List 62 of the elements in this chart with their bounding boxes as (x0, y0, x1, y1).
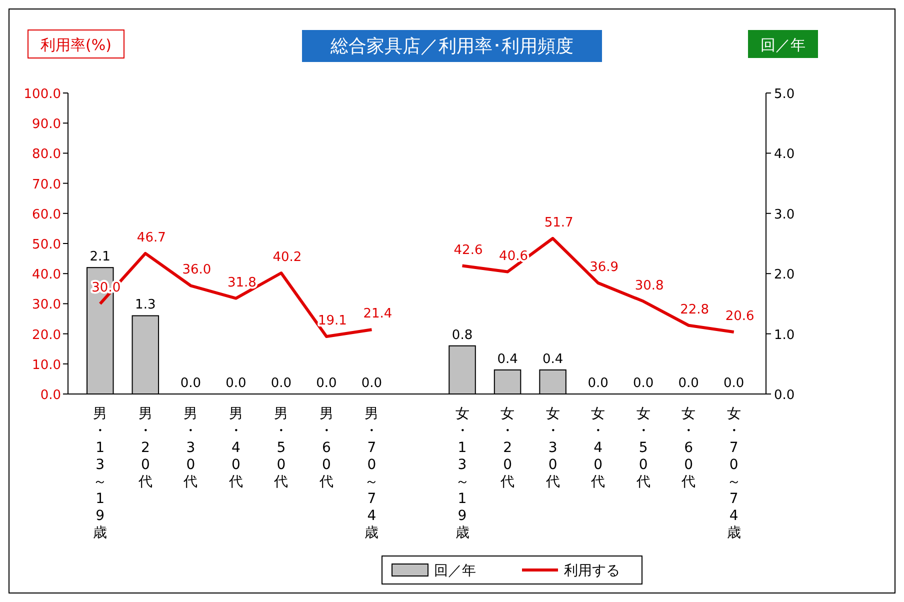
data-label: 0.0 (678, 376, 699, 391)
x-tick-label: 男・60代 (318, 406, 334, 490)
x-tick-label: 女・13～19歳 (455, 406, 470, 541)
data-label: 31.8 (227, 275, 256, 290)
data-label: 0.0 (724, 376, 744, 391)
legend-label: 回／年 (434, 563, 476, 579)
data-label: 19.1 (318, 314, 347, 329)
y-tick-label: 80.0 (32, 147, 61, 162)
y-tick-label: 50.0 (32, 238, 61, 252)
x-tick-label: 男・50代 (273, 406, 288, 490)
data-label: 0.0 (316, 376, 337, 391)
data-label: 1.3 (135, 298, 156, 313)
y-tick-label: 0.0 (40, 388, 61, 403)
data-label: 22.8 (680, 302, 710, 318)
data-label: 0.4 (497, 352, 518, 367)
legend-label: 利用する (564, 563, 620, 579)
data-label: 0.0 (632, 376, 654, 391)
y2-tick-label: 1.0 (774, 328, 795, 343)
data-label: 0.4 (542, 352, 564, 367)
y2-tick-label: 4.0 (774, 147, 795, 162)
x-tick-label: 男・20代 (137, 406, 152, 490)
x-tick-label: 女・30代 (544, 406, 560, 490)
data-label: 46.7 (136, 230, 166, 246)
y-tick-label: 60.0 (32, 207, 61, 222)
x-tick-label: 男・13～19歳 (93, 406, 108, 541)
y-tick-label: 70.0 (32, 177, 61, 192)
data-label: 2.1 (90, 250, 110, 265)
y-tick-label: 90.0 (32, 117, 61, 132)
y-tick-label: 100.0 (24, 87, 61, 102)
y2-tick-label: 5.0 (774, 87, 795, 102)
x-tick-label: 女・70～74歳 (726, 406, 741, 541)
x-tick-label: 男・40代 (228, 406, 243, 490)
y-tick-label: 30.0 (32, 298, 61, 313)
data-label: 0.0 (361, 376, 382, 391)
y2-tick-label: 0.0 (774, 388, 795, 403)
y2-tick-label: 2.0 (774, 268, 795, 283)
y2-tick-label: 3.0 (774, 207, 795, 222)
x-tick-label: 女・50代 (635, 406, 650, 490)
x-tick-label: 女・40代 (590, 406, 606, 490)
data-label: 0.0 (226, 376, 246, 391)
data-label: 0.0 (588, 376, 608, 391)
chart-title: 総合家具店／利用率･利用頻度 (330, 36, 574, 57)
data-label: 0.0 (270, 376, 292, 391)
data-label: 0.0 (180, 376, 202, 391)
x-tick-label: 男・70～74歳 (364, 406, 379, 541)
y-tick-label: 10.0 (32, 358, 61, 373)
data-label: 36.9 (590, 260, 619, 275)
data-label: 0.8 (452, 328, 473, 343)
data-label: 30.8 (634, 278, 664, 294)
y-axis-title: 利用率(%) (40, 36, 112, 54)
data-label: 42.6 (454, 242, 483, 258)
data-label: 36.0 (182, 262, 212, 278)
x-tick-label: 男・30代 (182, 406, 198, 490)
data-label: 20.6 (725, 308, 754, 324)
y-tick-label: 40.0 (32, 268, 61, 283)
y2-axis-title: 回／年 (760, 36, 806, 54)
data-label: 21.4 (363, 306, 392, 322)
y-tick-label: 20.0 (32, 328, 61, 343)
data-label: 40.2 (272, 250, 302, 265)
x-tick-label: 女・20代 (500, 406, 515, 490)
x-tick-label: 女・60代 (680, 406, 696, 490)
data-label: 51.7 (544, 215, 574, 230)
